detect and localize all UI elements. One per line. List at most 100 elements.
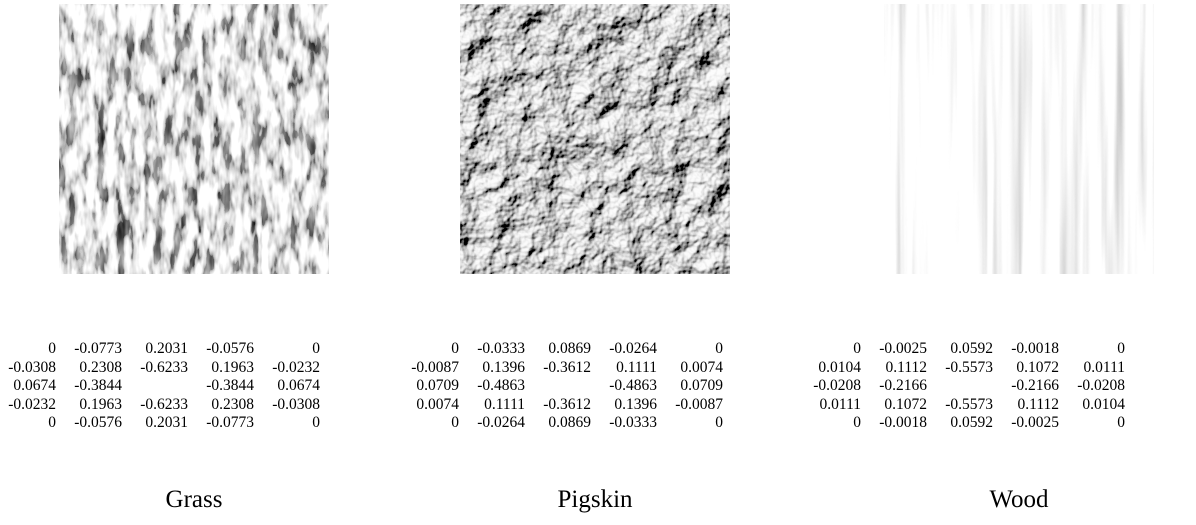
- panel-grass: 0 -0.0773 0.2031 -0.0576 0 -0.0308 0.2308 -0.62…: [0, 0, 330, 525]
- matrix-row: 0 -0.0576 0.2031 -0.0773 0: [0, 414, 320, 433]
- matrix-cell: 0.2031: [145, 414, 188, 431]
- matrix-cell: 0: [48, 340, 56, 357]
- wood-texture-image: [884, 4, 1154, 274]
- matrix-row: -0.0208 -0.2166 -0.2166 -0.0208: [805, 377, 1125, 396]
- matrix-cell: -0.0232: [8, 395, 56, 413]
- matrix-cell: 0: [451, 340, 459, 357]
- matrix-cell: -0.0208: [813, 377, 861, 394]
- matrix-cell: 0: [853, 414, 861, 431]
- matrix-cell: 0.0674: [277, 377, 320, 394]
- matrix-cell: [525, 377, 591, 396]
- matrix-cell: 0.0869: [548, 414, 591, 431]
- matrix-row: 0.0709 -0.4863 -0.4863 0.0709: [403, 377, 723, 396]
- matrix-cell: 0.0709: [680, 377, 723, 394]
- matrix-cell: 0.1072: [1016, 358, 1059, 376]
- matrix-cell: -0.0018: [1011, 340, 1059, 357]
- matrix-row: 0 -0.0018 0.0592 -0.0025 0: [805, 414, 1125, 433]
- matrix-cell: -0.0308: [8, 358, 56, 376]
- matrix-cell: -0.3612: [543, 395, 591, 413]
- matrix-cell: 0: [312, 414, 320, 431]
- matrix-cell: -0.0264: [609, 340, 657, 357]
- matrix-row: 0.0074 0.1111 -0.3612 0.1396 -0.0087: [403, 396, 723, 415]
- matrix-cell: -0.0087: [675, 395, 723, 413]
- matrix-cell: -0.2166: [879, 377, 927, 394]
- matrix-cell: 0.0674: [13, 377, 56, 394]
- matrix-cell: 0.1963: [79, 395, 122, 413]
- matrix-cell: -0.3844: [206, 377, 254, 394]
- matrix-row: 0 -0.0025 0.0592 -0.0018 0: [805, 340, 1125, 359]
- matrix-cell: -0.3612: [543, 358, 591, 376]
- matrix-cell: 0: [853, 340, 861, 357]
- matrix-cell: -0.0576: [74, 414, 122, 431]
- matrix-cell: 0: [715, 340, 723, 357]
- matrix-cell: -0.4863: [477, 377, 525, 394]
- matrix-cell: -0.0025: [879, 340, 927, 357]
- matrix-cell: 0.0074: [416, 395, 459, 413]
- panel-wood: 0 -0.0025 0.0592 -0.0018 0 0.0104 0.1112 -0.557…: [805, 0, 1154, 525]
- matrix-cell: 0.0104: [818, 358, 861, 376]
- matrix-cell: -0.6233: [140, 395, 188, 413]
- matrix-row: 0 -0.0333 0.0869 -0.0264 0: [403, 340, 723, 359]
- matrix-cell: -0.0773: [74, 340, 122, 357]
- matrix-cell: -0.0308: [272, 395, 320, 413]
- matrix-cell: -0.0773: [206, 414, 254, 431]
- matrix-cell: -0.0333: [609, 414, 657, 431]
- matrix-cell: -0.6233: [140, 358, 188, 376]
- matrix-cell: -0.0576: [206, 340, 254, 357]
- matrix-cell: 0.1112: [885, 358, 927, 376]
- matrix-cell: 0.0592: [950, 340, 993, 357]
- matrix-cell: -0.3844: [74, 377, 122, 394]
- matrix-cell: -0.4863: [609, 377, 657, 394]
- matrix-row: -0.0087 0.1396 -0.3612 0.1111 0.0074: [403, 359, 723, 378]
- pigskin-coefficient-matrix: 0 -0.0333 0.0869 -0.0264 0 -0.0087 0.1396 -0.36…: [403, 340, 723, 433]
- matrix-cell: 0.0592: [950, 414, 993, 431]
- matrix-cell: -0.0018: [879, 414, 927, 431]
- matrix-cell: 0: [312, 340, 320, 357]
- matrix-cell: 0.2308: [211, 395, 254, 413]
- matrix-row: 0.0111 0.1072 -0.5573 0.1112 0.0104: [805, 396, 1125, 415]
- matrix-cell: 0.0111: [819, 395, 861, 413]
- matrix-row: 0.0104 0.1112 -0.5573 0.1072 0.0111: [805, 359, 1125, 378]
- matrix-cell: -0.5573: [945, 395, 993, 413]
- wood-coefficient-matrix: 0 -0.0025 0.0592 -0.0018 0 0.0104 0.1112 -0.557…: [805, 340, 1125, 433]
- grass-caption: Grass: [165, 486, 223, 513]
- matrix-cell: 0.1963: [211, 358, 254, 376]
- matrix-cell: -0.0025: [1011, 414, 1059, 431]
- grass-texture-image: [59, 4, 329, 274]
- matrix-cell: 0: [451, 414, 459, 431]
- matrix-cell: 0.1111: [484, 395, 525, 413]
- matrix-cell: 0.1072: [884, 395, 927, 413]
- matrix-cell: [927, 377, 993, 396]
- matrix-row: -0.0308 0.2308 -0.6233 0.1963 -0.0232: [0, 359, 320, 378]
- matrix-cell: 0.2308: [79, 358, 122, 376]
- matrix-row: 0.0674 -0.3844 -0.3844 0.0674: [0, 377, 320, 396]
- matrix-cell: 0.0111: [1083, 358, 1125, 376]
- matrix-cell: 0.0709: [416, 377, 459, 394]
- matrix-cell: 0.1396: [482, 358, 525, 376]
- grass-coefficient-matrix: 0 -0.0773 0.2031 -0.0576 0 -0.0308 0.2308 -0.62…: [0, 340, 320, 433]
- matrix-cell: -0.2166: [1011, 377, 1059, 394]
- panel-pigskin: 0 -0.0333 0.0869 -0.0264 0 -0.0087 0.1396 -0.36…: [403, 0, 733, 525]
- matrix-cell: -0.0333: [477, 340, 525, 357]
- matrix-cell: 0.0104: [1082, 395, 1125, 413]
- matrix-cell: 0.1112: [1017, 395, 1059, 413]
- matrix-cell: 0.2031: [145, 340, 188, 357]
- matrix-cell: 0.1111: [616, 358, 657, 376]
- matrix-cell: -0.0232: [272, 358, 320, 376]
- matrix-cell: -0.0087: [411, 358, 459, 376]
- matrix-cell: -0.0264: [477, 414, 525, 431]
- matrix-row: -0.0232 0.1963 -0.6233 0.2308 -0.0308: [0, 396, 320, 415]
- matrix-cell: 0.0869: [548, 340, 591, 357]
- matrix-row: 0 -0.0264 0.0869 -0.0333 0: [403, 414, 723, 433]
- matrix-cell: 0.1396: [614, 395, 657, 413]
- matrix-cell: 0: [1117, 414, 1125, 431]
- matrix-cell: 0: [715, 414, 723, 431]
- matrix-cell: -0.0208: [1077, 377, 1125, 394]
- matrix-cell: 0: [1117, 340, 1125, 357]
- matrix-cell: -0.5573: [945, 358, 993, 376]
- wood-caption: Wood: [989, 486, 1049, 513]
- pigskin-caption: Pigskin: [557, 486, 633, 513]
- matrix-cell: 0.0074: [680, 358, 723, 376]
- matrix-row: 0 -0.0773 0.2031 -0.0576 0: [0, 340, 320, 359]
- matrix-cell: 0: [48, 414, 56, 431]
